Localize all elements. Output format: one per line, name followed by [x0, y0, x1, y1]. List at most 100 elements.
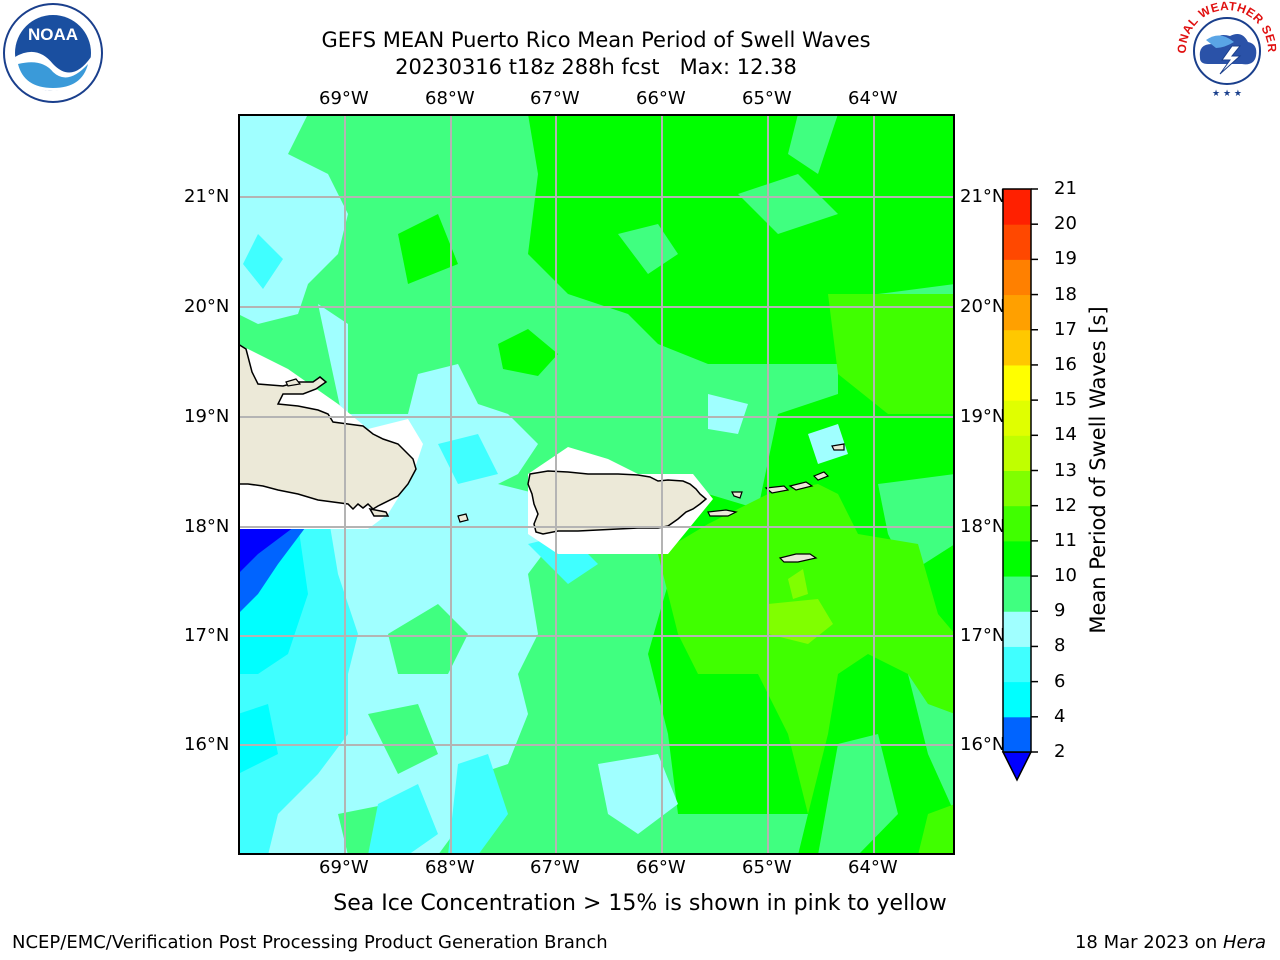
period-band-9-10-patch: [818, 734, 898, 854]
colorbar-band: [1003, 364, 1031, 401]
lat-label-right: 18°N: [960, 516, 1006, 537]
period-band-12-13: [768, 599, 833, 644]
colorbar-band: [1003, 681, 1031, 718]
lon-label-top: 64°W: [848, 88, 898, 109]
mona-island-land: [457, 513, 469, 523]
colorbar-band: [1003, 435, 1031, 471]
colorbar-band: [1003, 576, 1031, 612]
colorbar-band: [1003, 224, 1031, 260]
period-band-12-13: [788, 569, 808, 599]
colorbar-tick-label: 9: [1054, 600, 1066, 622]
map-title-line1: GEFS MEAN Puerto Rico Mean Period of Swe…: [321, 28, 871, 52]
colorbar-tick-label: 20: [1054, 213, 1077, 235]
virgin-islands-land: [788, 481, 814, 491]
colorbar-band: [1003, 646, 1031, 683]
colorbar-band: [1003, 540, 1031, 577]
lon-label-top: 69°W: [319, 88, 369, 109]
lat-label-left: 17°N: [184, 625, 230, 646]
noaa-logo-icon: NOAA: [2, 2, 104, 104]
colorbar-tick-label: 13: [1054, 459, 1077, 481]
colorbar-tick-label: 19: [1054, 248, 1077, 270]
virgin-islands-land: [764, 485, 790, 494]
lat-label-right: 16°N: [960, 734, 1006, 755]
footer-date-text: 18 Mar 2023 on: [1074, 932, 1223, 953]
colorbar-label: Mean Period of Swell Waves [s]: [1086, 306, 1110, 634]
lat-label-right: 21°N: [960, 186, 1006, 207]
period-band-9-10-patch: [368, 704, 438, 774]
colorbar-tick-label: 21: [1054, 178, 1077, 199]
period-band-6-8: [368, 784, 438, 854]
noaa-logo-text: NOAA: [28, 25, 78, 44]
period-band-11-12: [828, 294, 954, 414]
tortuga-land: [285, 378, 302, 387]
lon-label-bottom: 68°W: [425, 857, 475, 878]
lon-label-bottom: 66°W: [636, 857, 686, 878]
colorbar-tick-label: 18: [1054, 283, 1077, 305]
lat-label-right: 19°N: [960, 406, 1006, 427]
lon-label-top: 66°W: [636, 88, 686, 109]
isla-saona-land: [368, 507, 390, 517]
lon-label-top: 65°W: [742, 88, 792, 109]
colorbar-tick-label: 10: [1054, 565, 1077, 587]
colorbar-tick-label: 15: [1054, 389, 1077, 411]
lon-label-bottom: 65°W: [742, 857, 792, 878]
period-band-6-8: [448, 754, 508, 854]
colorbar-band: [1003, 716, 1031, 753]
lon-label-bottom: 69°W: [319, 857, 369, 878]
colorbar-tick-label: 14: [1054, 424, 1077, 446]
period-band-10-11-islet: [398, 214, 458, 284]
colorbar-tick-label: 2: [1054, 741, 1066, 762]
colorbar-band: [1003, 259, 1031, 296]
footer-branch: NCEP/EMC/Verification Post Processing Pr…: [12, 932, 608, 953]
colorbar-band: [1003, 189, 1031, 225]
colorbar-band: [1003, 294, 1031, 331]
hispaniola-land: [239, 343, 417, 511]
colorbar-tick-label: 12: [1054, 494, 1077, 516]
graticule: [239, 115, 954, 854]
footer-date: 18 Mar 2023 on Hera: [1075, 932, 1266, 954]
sea-ice-note: Sea Ice Concentration > 15% is shown in …: [333, 891, 947, 916]
colorbar-tick-label: 11: [1054, 529, 1077, 551]
period-band-8-9: [598, 754, 678, 834]
colorbar-tick-label: 4: [1054, 705, 1066, 727]
colorbar-tick-label: 8: [1054, 635, 1066, 657]
period-band-6-8: [438, 434, 498, 484]
period-band-9-10-patch: [788, 115, 838, 174]
lat-label-left: 18°N: [184, 516, 230, 537]
colorbar-band: [1003, 400, 1031, 436]
virgin-islands-land: [812, 471, 830, 481]
lat-label-right: 17°N: [960, 625, 1006, 646]
period-band-10-11-islet: [498, 329, 558, 376]
lon-label-bottom: 64°W: [848, 857, 898, 878]
colorbar-tick-label: 16: [1054, 353, 1077, 375]
national-weather-service-logo-icon: NATIONAL WEATHER SERVICE ★ ★ ★: [1171, 0, 1279, 102]
period-band-8-9: [808, 424, 848, 464]
no-data-mask: [239, 484, 278, 499]
map-title-line2: 20230316 t18z 288h fcst Max: 12.38: [395, 55, 797, 79]
anegada-land: [831, 443, 845, 451]
lat-label-left: 19°N: [184, 406, 230, 427]
colorbar-band: [1003, 505, 1031, 542]
colorbar: [1001, 188, 1038, 782]
period-band-11-12: [658, 484, 954, 814]
swell-period-map: [238, 114, 955, 855]
footer-host: Hera: [1222, 932, 1266, 953]
vieques-land: [707, 509, 738, 517]
colorbar-tick-label: 17: [1054, 318, 1077, 340]
lon-label-top: 67°W: [530, 88, 580, 109]
colorbar-band: [1003, 329, 1031, 366]
lon-label-top: 68°W: [425, 88, 475, 109]
lon-label-bottom: 67°W: [530, 857, 580, 878]
period-band-6-8: [243, 234, 283, 289]
period-band-11-12: [918, 804, 954, 854]
period-band-8-9: [708, 394, 748, 434]
colorbar-band: [1003, 611, 1031, 647]
lat-label-left: 16°N: [184, 734, 230, 755]
period-band-4-6: [239, 704, 278, 774]
colorbar-tick-label: 6: [1054, 670, 1066, 692]
st-croix-land: [778, 553, 818, 563]
period-band-9-10-patch: [738, 174, 838, 234]
lat-label-left: 21°N: [184, 186, 230, 207]
period-band-9-10-patch: [388, 604, 468, 674]
colorbar-extension: [1001, 751, 1033, 782]
